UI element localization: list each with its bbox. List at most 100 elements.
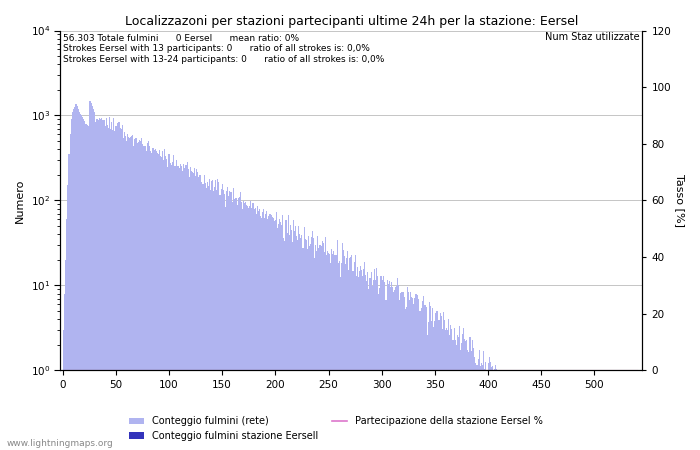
Bar (576, 370, 577, 450)
Bar (428, 322, 429, 450)
Bar (197, 171, 198, 450)
Bar (461, 343, 462, 450)
Bar (607, 370, 608, 450)
Bar (521, 370, 522, 450)
Bar (522, 370, 523, 450)
Bar (339, 261, 340, 450)
Bar (630, 370, 631, 450)
Bar (208, 186, 209, 450)
Bar (527, 370, 528, 450)
Bar (386, 280, 388, 450)
Bar (556, 370, 558, 450)
Bar (253, 209, 255, 450)
Bar (410, 292, 411, 450)
Bar (419, 311, 421, 450)
Bar (246, 205, 247, 450)
Bar (494, 369, 495, 450)
Bar (124, 132, 125, 450)
Bar (615, 370, 616, 450)
Bar (268, 216, 270, 450)
Bar (144, 146, 145, 450)
Bar (578, 370, 579, 450)
Bar (151, 153, 153, 450)
Bar (447, 330, 448, 450)
Bar (323, 252, 325, 450)
Bar (116, 126, 118, 450)
Bar (528, 370, 529, 450)
Bar (425, 305, 426, 450)
Bar (622, 370, 623, 450)
Bar (579, 370, 580, 450)
Bar (573, 370, 574, 450)
Bar (210, 190, 211, 450)
Bar (513, 370, 514, 450)
Bar (247, 206, 248, 450)
Bar (131, 135, 132, 450)
Bar (271, 215, 272, 450)
Bar (128, 137, 129, 450)
Legend: Conteggio fulmini (rete), Conteggio fulmini stazione Eersell, Partecipazione del: Conteggio fulmini (rete), Conteggio fulm… (125, 413, 547, 445)
Bar (548, 370, 550, 450)
Bar (177, 166, 178, 450)
Bar (632, 370, 634, 450)
Bar (444, 320, 445, 450)
Bar (232, 202, 233, 450)
Bar (281, 225, 282, 450)
Bar (489, 357, 490, 450)
Bar (80, 114, 81, 450)
Bar (126, 141, 127, 450)
Bar (566, 370, 567, 450)
Bar (514, 370, 515, 450)
Bar (157, 153, 158, 450)
Bar (83, 119, 85, 450)
Bar (98, 120, 99, 450)
Bar (278, 224, 279, 450)
Bar (610, 370, 611, 450)
Bar (173, 155, 174, 450)
Bar (474, 357, 475, 450)
Bar (76, 104, 77, 450)
Bar (437, 311, 438, 450)
Bar (223, 190, 224, 450)
Bar (627, 370, 628, 450)
Bar (473, 348, 474, 450)
Bar (495, 364, 496, 450)
Bar (565, 370, 566, 450)
Bar (342, 243, 343, 450)
Bar (94, 112, 95, 450)
Bar (340, 277, 341, 450)
Bar (593, 370, 594, 450)
Bar (310, 244, 311, 450)
Bar (482, 364, 483, 450)
Bar (501, 370, 503, 450)
Bar (570, 370, 572, 450)
Bar (106, 125, 108, 450)
Bar (458, 326, 460, 450)
Bar (636, 370, 638, 450)
Bar (64, 293, 65, 450)
Bar (162, 151, 163, 450)
Bar (349, 258, 350, 450)
Bar (561, 370, 562, 450)
Bar (90, 101, 91, 450)
Bar (192, 172, 193, 450)
Bar (226, 191, 227, 450)
Bar (357, 267, 358, 450)
Bar (114, 131, 116, 450)
Bar (372, 280, 374, 450)
Bar (400, 293, 401, 450)
Bar (380, 276, 382, 450)
Bar (188, 177, 190, 450)
Bar (382, 280, 384, 450)
Bar (319, 245, 321, 450)
Bar (595, 370, 596, 450)
Bar (508, 370, 509, 450)
Bar (405, 309, 406, 450)
Text: 56.303 Totale fulmini      0 Eersel      mean ratio: 0%
Strokes Eersel with 13 p: 56.303 Totale fulmini 0 Eersel mean rati… (64, 34, 385, 64)
Bar (438, 320, 439, 450)
Bar (113, 117, 114, 450)
Bar (452, 340, 454, 450)
Bar (483, 351, 484, 450)
Bar (129, 138, 130, 450)
Bar (315, 245, 316, 450)
